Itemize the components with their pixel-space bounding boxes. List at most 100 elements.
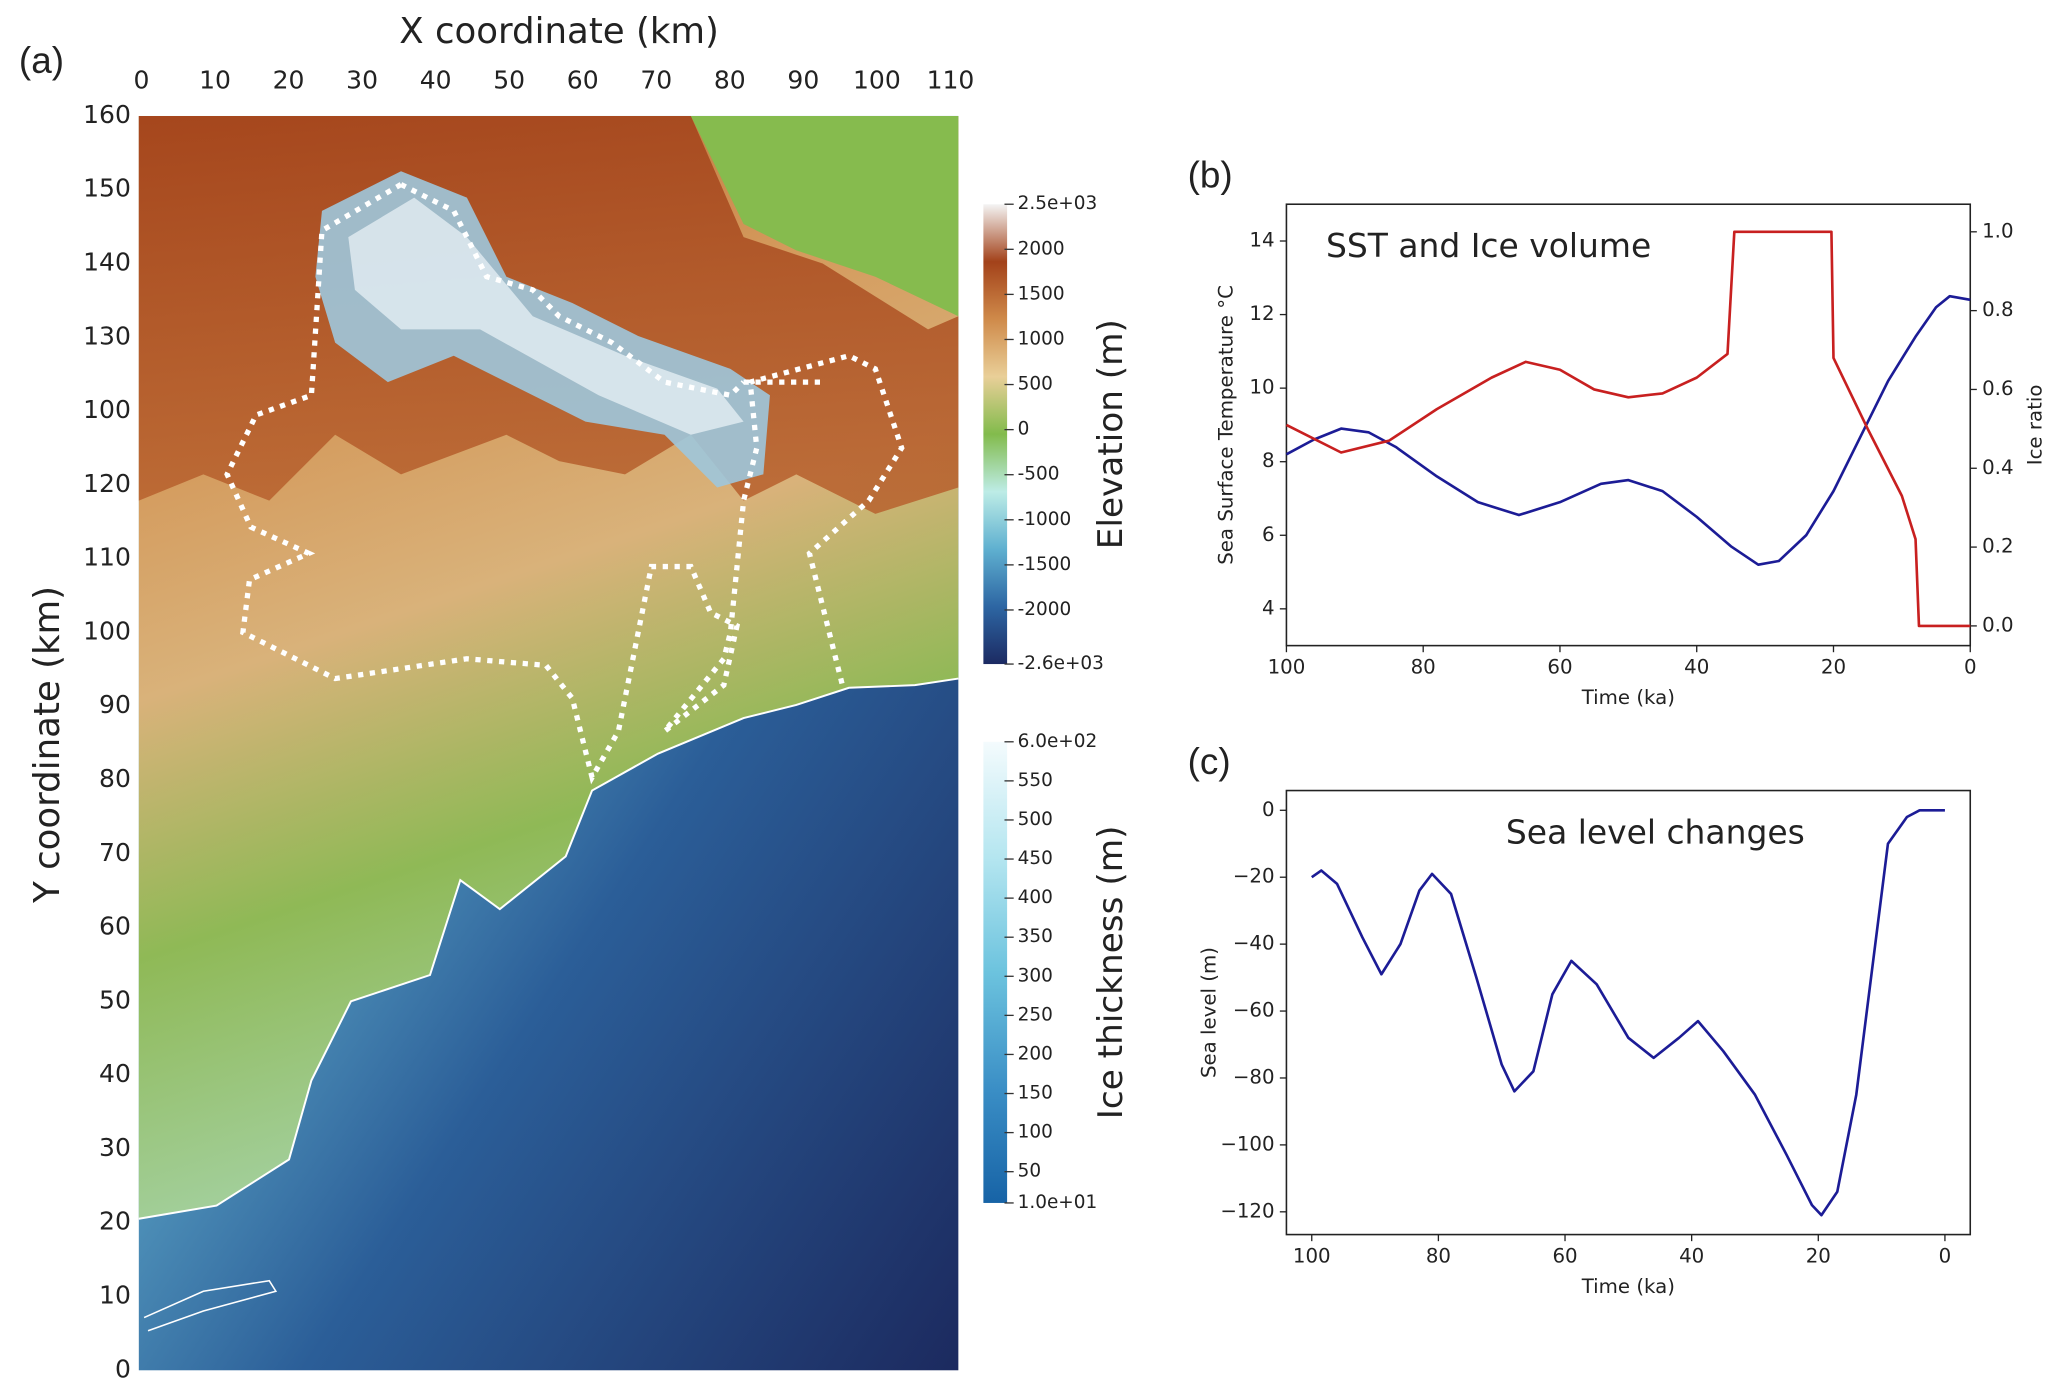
x-axis-label: Time (ka) (1581, 686, 1675, 709)
colorbar-tick-label: 400 (1018, 887, 1053, 908)
x-tick-label: 60 (1547, 656, 1572, 679)
y-tick-label: 30 (99, 1133, 131, 1162)
y-tick-label: −100 (1220, 1132, 1274, 1155)
y-tick-label: 14 (1249, 229, 1274, 252)
y-axis-label: Sea level (m) (1198, 947, 1221, 1078)
annotation: Sea level changes (1506, 813, 1805, 852)
map-image (138, 115, 959, 1371)
y-tick-label: 70 (99, 838, 131, 867)
x-tick-label: 100 (1268, 656, 1306, 679)
y-tick-label: −60 (1233, 999, 1275, 1022)
x-tick-label: 0 (1939, 1244, 1952, 1267)
colorbar-tick-label: 300 (1018, 965, 1053, 986)
y-tick-label: 80 (99, 764, 131, 793)
x-axis-label: Time (ka) (1581, 1275, 1675, 1298)
y2-tick-label: 0.4 (1982, 456, 2013, 479)
colorbar-tick-label: 100 (1018, 1122, 1053, 1143)
series-line (1310, 808, 1945, 1217)
colorbar-tick-label: 50 (1018, 1161, 1041, 1182)
colorbar-tick-label: -1500 (1018, 554, 1072, 575)
colorbar-tick-label: 550 (1018, 770, 1053, 791)
colorbar-label: Ice thickness (m) (1091, 826, 1131, 1120)
colorbar-tick-label: 1.0e+01 (1018, 1192, 1098, 1213)
y-tick-label: −40 (1233, 932, 1275, 955)
x-tick-label: 80 (1411, 656, 1436, 679)
x-tick-label: 70 (640, 66, 672, 95)
x-axis-label: X coordinate (km) (399, 11, 719, 52)
y-tick-label: 8 (1262, 449, 1275, 472)
colorbar (983, 741, 1008, 1203)
x-tick-label: 0 (1964, 656, 1977, 679)
x-tick-label: 20 (273, 66, 305, 95)
colorbar-tick-label: 1500 (1018, 283, 1065, 304)
x-tick-label: 10 (199, 66, 231, 95)
y-tick-label: 100 (83, 395, 131, 424)
plot-frame (1285, 789, 1972, 1236)
y-tick-label: 12 (1249, 302, 1274, 325)
colorbar-tick-label: 1000 (1018, 328, 1065, 349)
x-tick-label: 80 (714, 66, 746, 95)
x-tick-label: 100 (853, 66, 901, 95)
x-tick-label: 20 (1821, 656, 1846, 679)
x-tick-label: 40 (1684, 656, 1709, 679)
colorbar-tick-label: 2.5e+03 (1018, 193, 1098, 214)
y2-tick-label: 0.2 (1982, 535, 2013, 558)
y2-axis-label: Ice ratio (2024, 385, 2047, 466)
y-tick-label: 6 (1262, 523, 1275, 546)
panel-label: (c) (1188, 741, 1231, 782)
x-tick-label: 20 (1806, 1244, 1831, 1267)
colorbar-tick-label: 2000 (1018, 238, 1065, 259)
colorbar-tick-label: 200 (1018, 1043, 1053, 1064)
x-tick-label: 90 (787, 66, 819, 95)
colorbar (983, 204, 1008, 665)
y-tick-label: −120 (1220, 1199, 1274, 1222)
colorbar-tick-label: 6.0e+02 (1018, 731, 1098, 752)
y-tick-label: 0 (1262, 798, 1275, 821)
y-tick-label: 110 (83, 543, 131, 572)
y-tick-label: 140 (83, 248, 131, 277)
x-tick-label: 30 (346, 66, 378, 95)
y-tick-label: 20 (99, 1207, 131, 1236)
y-axis-label: Sea Surface Temperature °C (1215, 285, 1238, 565)
y-tick-label: 0 (115, 1354, 131, 1383)
colorbar-tick-label: -2.6e+03 (1018, 653, 1104, 674)
panel-label: (a) (19, 40, 64, 81)
colorbar-tick-label: 0 (1018, 419, 1030, 440)
colorbar-tick-label: 250 (1018, 1004, 1053, 1025)
colorbar-tick-label: -500 (1018, 464, 1060, 485)
x-tick-label: 60 (1552, 1244, 1577, 1267)
panel-label: (b) (1188, 155, 1233, 196)
y-tick-label: 10 (1249, 376, 1274, 399)
x-tick-label: 100 (1293, 1244, 1331, 1267)
y2-tick-label: 0.6 (1982, 377, 2013, 400)
y-axis-label: Y coordinate (km) (27, 586, 68, 904)
y-tick-label: 90 (99, 690, 131, 719)
x-tick-label: 50 (493, 66, 525, 95)
colorbar-tick-label: 350 (1018, 926, 1053, 947)
y-tick-label: 160 (83, 100, 131, 129)
colorbar-tick-label: 150 (1018, 1083, 1053, 1104)
colorbar-tick-label: 450 (1018, 848, 1053, 869)
series-line (1285, 294, 1971, 567)
y-tick-label: 120 (83, 469, 131, 498)
y-tick-label: 130 (83, 321, 131, 350)
y2-tick-label: 0.8 (1982, 298, 2013, 321)
y-tick-label: 150 (83, 174, 131, 203)
y-tick-label: 40 (99, 1059, 131, 1088)
colorbar-tick-label: -1000 (1018, 509, 1072, 530)
y2-tick-label: 0.0 (1982, 613, 2013, 636)
colorbar-label: Elevation (m) (1091, 319, 1131, 549)
y-tick-label: 60 (99, 912, 131, 941)
x-tick-label: 0 (133, 66, 149, 95)
y-tick-label: −20 (1233, 865, 1275, 888)
colorbar-tick-label: -2000 (1018, 599, 1072, 620)
y-tick-label: 4 (1262, 596, 1275, 619)
colorbar-tick-label: 500 (1018, 809, 1053, 830)
x-tick-label: 60 (567, 66, 599, 95)
y-tick-label: −80 (1233, 1065, 1275, 1088)
x-tick-label: 40 (420, 66, 452, 95)
annotation: SST and Ice volume (1326, 226, 1651, 265)
x-tick-label: 80 (1426, 1244, 1451, 1267)
